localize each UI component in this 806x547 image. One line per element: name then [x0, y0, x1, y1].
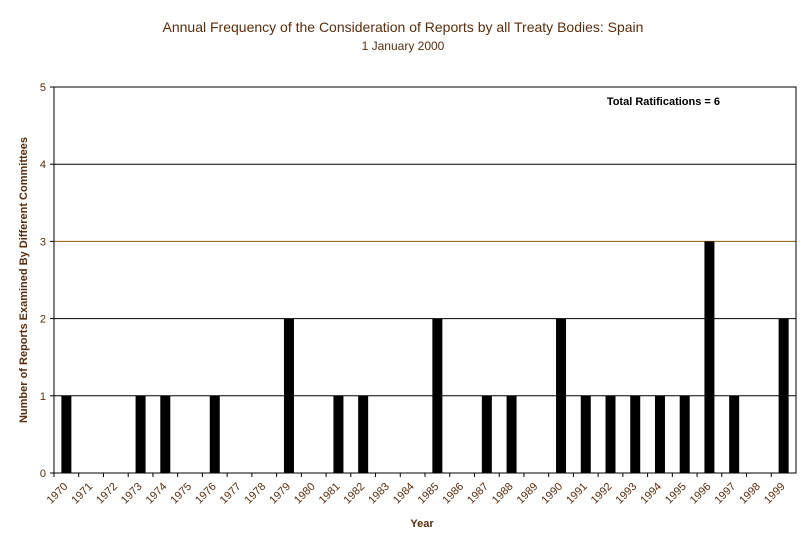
bar-1985 [432, 318, 443, 473]
x-tick-label-1998: 1998 [737, 481, 763, 507]
x-tick-label-1976: 1976 [193, 481, 219, 507]
x-tick-label-1983: 1983 [366, 481, 392, 507]
x-tick-label-1991: 1991 [564, 481, 590, 507]
x-tick-label-1984: 1984 [391, 481, 417, 507]
gridlines [54, 163, 796, 397]
y-tick-labels: 0 1 2 3 4 5 [40, 82, 54, 480]
y-tick-label: 3 [40, 236, 46, 248]
y-tick-label: 1 [40, 391, 46, 403]
x-tick-label-1978: 1978 [243, 481, 269, 507]
bar-1988 [506, 395, 517, 473]
bar-1974 [160, 395, 171, 473]
x-tick-labels: 1970197119721973197419751976197719781979… [45, 473, 788, 506]
x-tick-label-1980: 1980 [292, 481, 318, 507]
bar-1990 [556, 318, 567, 473]
x-tick-label-1996: 1996 [688, 481, 714, 507]
x-tick-label-1972: 1972 [94, 481, 120, 507]
y-tick-label: 2 [40, 314, 46, 326]
x-axis-title: Year [410, 518, 434, 530]
bar-1996 [704, 241, 715, 473]
x-tick-label-1987: 1987 [465, 481, 491, 507]
plot-area [53, 86, 797, 474]
bar-1987 [481, 395, 492, 473]
bar-1993 [630, 395, 641, 473]
x-tick-label-1981: 1981 [317, 481, 343, 507]
x-tick-label-1988: 1988 [490, 481, 516, 507]
x-tick-label-1985: 1985 [416, 481, 442, 507]
y-axis-title: Number of Reports Examined By Different … [18, 137, 30, 423]
x-tick-label-1979: 1979 [267, 481, 293, 507]
x-tick-label-1989: 1989 [515, 481, 541, 507]
bar-1970 [61, 395, 72, 473]
bar-1995 [679, 395, 690, 473]
bar-1997 [729, 395, 740, 473]
x-tick-label-1990: 1990 [539, 481, 565, 507]
y-tick-label: 4 [40, 159, 46, 171]
bar-1991 [580, 395, 591, 473]
bar-1979 [283, 318, 294, 473]
chart-subtitle: 1 January 2000 [362, 39, 445, 53]
x-tick-label-1974: 1974 [144, 481, 170, 507]
bar-1999 [778, 318, 789, 473]
x-tick-label-1986: 1986 [440, 481, 466, 507]
x-tick-label-1977: 1977 [218, 481, 244, 507]
bar-1994 [654, 395, 665, 473]
bar-1981 [333, 395, 344, 473]
x-tick-label-1982: 1982 [341, 481, 367, 507]
x-tick-label-1992: 1992 [589, 481, 615, 507]
total-ratifications-annotation: Total Ratifications = 6 [607, 96, 720, 108]
x-tick-label-1971: 1971 [69, 481, 95, 507]
x-tick-label-1973: 1973 [119, 481, 145, 507]
y-tick-label: 5 [40, 82, 46, 94]
x-tick-label-1994: 1994 [638, 481, 664, 507]
bar-1992 [605, 395, 616, 473]
x-tick-label-1993: 1993 [614, 481, 640, 507]
x-tick-label-1997: 1997 [712, 481, 738, 507]
x-tick-label-1975: 1975 [168, 481, 194, 507]
bar-1982 [358, 395, 369, 473]
bar-1976 [209, 395, 220, 473]
bars [61, 241, 789, 473]
chart-title: Annual Frequency of the Consideration of… [163, 19, 644, 35]
x-tick-label-1999: 1999 [762, 481, 788, 507]
y-tick-label: 0 [40, 468, 46, 480]
bar-1973 [135, 395, 146, 473]
x-tick-label-1995: 1995 [663, 481, 689, 507]
x-tick-label-1970: 1970 [45, 481, 71, 507]
